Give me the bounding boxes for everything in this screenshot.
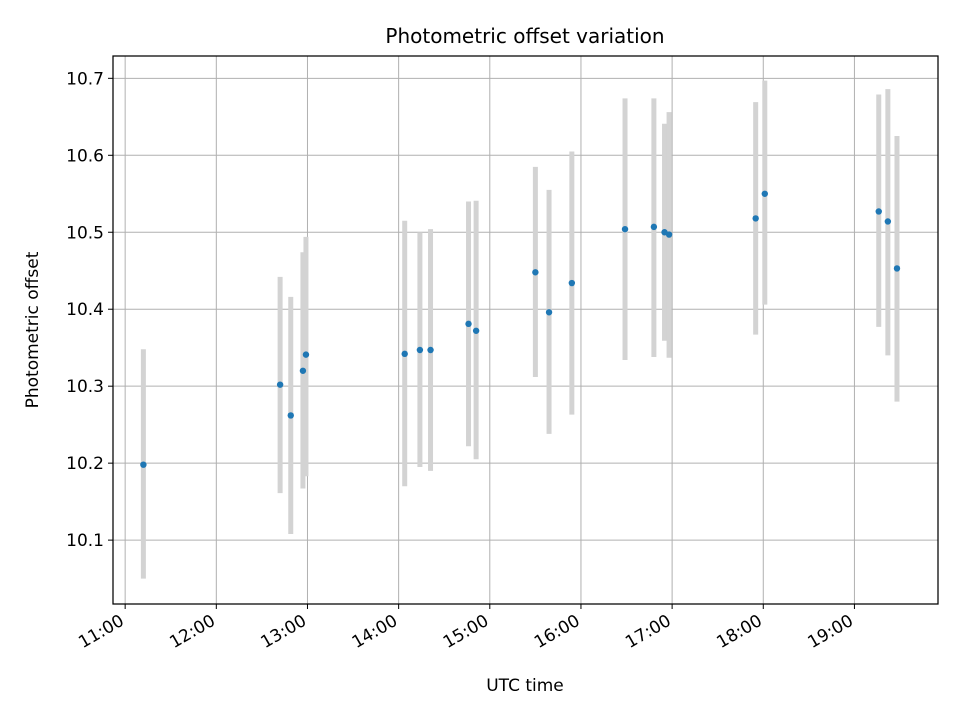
y-axis: 10.1 10.2 10.3 10.4 10.5 10.6 10.7 (66, 69, 113, 551)
data-point (276, 381, 284, 388)
y-tick-label: 10.7 (66, 69, 104, 89)
x-axis-title: UTC time (486, 676, 564, 696)
data-point (875, 208, 882, 215)
data-point (401, 350, 408, 358)
y-axis-title: Photometric offset (23, 251, 43, 408)
data-point (472, 327, 480, 334)
data-point (893, 265, 901, 272)
data-points (140, 190, 901, 468)
data-point (532, 269, 539, 276)
data-point (465, 320, 472, 328)
data-point (665, 231, 673, 238)
data-point (427, 346, 434, 354)
data-point (140, 461, 147, 468)
data-point (884, 218, 892, 225)
plot-frame (112, 55, 939, 605)
y-tick-label: 10.5 (66, 223, 104, 243)
y-tick-label: 10.1 (66, 531, 104, 551)
data-point (650, 223, 658, 231)
data-point (621, 225, 629, 233)
data-point (545, 309, 553, 316)
data-point (761, 190, 768, 197)
y-tick-label: 10.6 (66, 146, 104, 166)
data-point (568, 279, 576, 287)
data-point (752, 215, 759, 222)
data-point (287, 412, 294, 419)
data-point (299, 367, 307, 374)
chart-title: Photometric offset variation (385, 24, 664, 48)
data-point (302, 351, 310, 358)
y-tick-label: 10.4 (66, 300, 104, 320)
y-tick-label: 10.2 (66, 454, 104, 474)
y-tick-label: 10.3 (66, 377, 104, 397)
data-point (416, 346, 424, 354)
